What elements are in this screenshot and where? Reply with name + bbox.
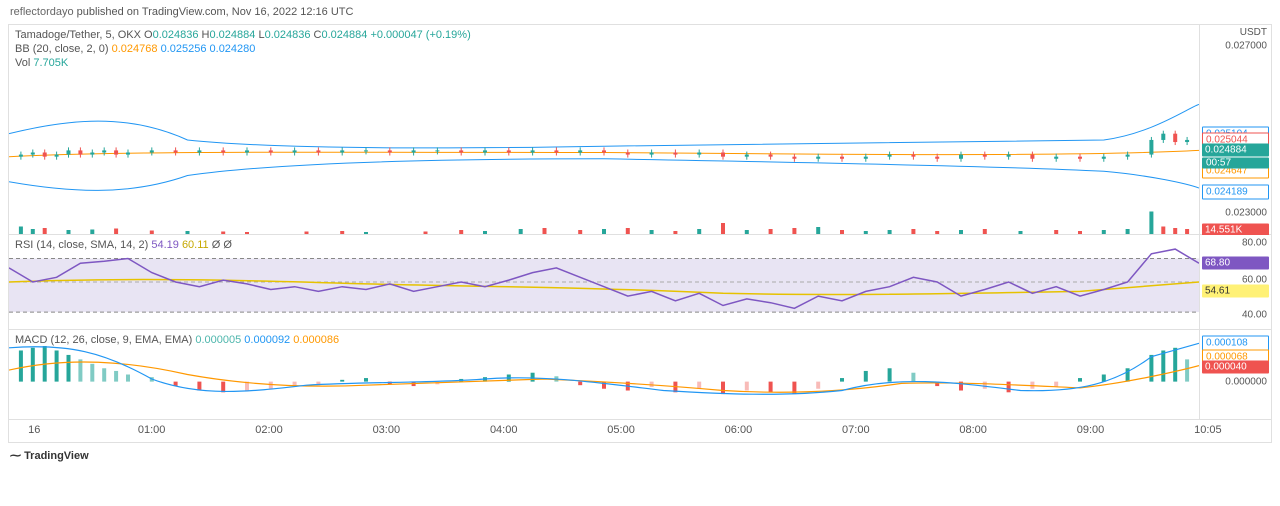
time-tick: 01:00 bbox=[138, 424, 166, 436]
vol-value: 7.705K bbox=[33, 57, 68, 69]
macd-v1: 0.000005 bbox=[195, 334, 241, 346]
macd-panel[interactable]: MACD (12, 26, close, 9, EMA, EMA) 0.0000… bbox=[9, 330, 1271, 420]
axis-label: 54.61 bbox=[1202, 285, 1269, 298]
footer-brand: TradingView bbox=[24, 450, 89, 462]
vol-label: Vol bbox=[15, 57, 30, 69]
axis-label: 0.023000 bbox=[1225, 208, 1267, 219]
publisher-user: reflectordayo bbox=[10, 6, 74, 18]
bb-label: BB (20, close, 2, 0) bbox=[15, 43, 109, 55]
footer: ⁓ TradingView bbox=[0, 443, 1280, 468]
axis-label: 0.000040 bbox=[1202, 361, 1269, 374]
rsi-legend: RSI (14, close, SMA, 14, 2) 54.19 60.11 … bbox=[15, 239, 232, 251]
tradingview-logo-icon: ⁓ bbox=[10, 450, 21, 462]
chart-header: reflectordayo published on TradingView.c… bbox=[0, 0, 1280, 24]
publish-info: published on TradingView.com, Nov 16, 20… bbox=[77, 6, 354, 18]
ohlc-o: O0.024836 bbox=[144, 29, 198, 41]
rsi-axis: 80.0068.8060.0054.6140.00 bbox=[1199, 235, 1271, 329]
axis-label: 40.00 bbox=[1242, 309, 1267, 320]
bb-upper: 0.025256 bbox=[161, 43, 207, 55]
rsi-value: 54.19 bbox=[151, 239, 179, 251]
price-panel[interactable]: Tamadoge/Tether, 5, OKX O0.024836 H0.024… bbox=[9, 25, 1271, 235]
axis-label: 0.027000 bbox=[1225, 40, 1267, 51]
rsi-extra: Ø Ø bbox=[212, 239, 232, 251]
time-tick: 08:00 bbox=[959, 424, 987, 436]
macd-label: MACD (12, 26, close, 9, EMA, EMA) bbox=[15, 334, 192, 346]
chart-container: Tamadoge/Tether, 5, OKX O0.024836 H0.024… bbox=[8, 24, 1272, 443]
rsi-sma-value: 60.11 bbox=[182, 239, 209, 251]
axis-currency: USDT bbox=[1240, 27, 1267, 38]
axis-label: 68.80 bbox=[1202, 257, 1269, 270]
countdown: 00:57 bbox=[1202, 157, 1269, 168]
axis-label: 80.00 bbox=[1242, 237, 1267, 248]
price-axis: USDT 0.0270000.0251040.0250440.0248840.0… bbox=[1199, 25, 1271, 234]
axis-label: 0.024189 bbox=[1202, 185, 1269, 200]
macd-v3: 0.000086 bbox=[293, 334, 339, 346]
symbol-label: Tamadoge/Tether, 5, OKX bbox=[15, 29, 141, 41]
time-tick: 16 bbox=[28, 424, 40, 436]
axis-label: 0.024884 bbox=[1202, 144, 1269, 157]
time-axis: 16 01:00 02:00 03:00 04:00 05:00 06:00 07:00 08:… bbox=[9, 420, 1271, 442]
ohlc-l: L0.024836 bbox=[258, 29, 310, 41]
time-tick: 09:00 bbox=[1077, 424, 1105, 436]
macd-v2: 0.000092 bbox=[244, 334, 290, 346]
ohlc-c: C0.024884 bbox=[314, 29, 368, 41]
time-tick: 04:00 bbox=[490, 424, 518, 436]
rsi-label: RSI (14, close, SMA, 14, 2) bbox=[15, 239, 148, 251]
price-legend: Tamadoge/Tether, 5, OKX O0.024836 H0.024… bbox=[15, 29, 471, 71]
time-tick: 03:00 bbox=[373, 424, 401, 436]
rsi-panel[interactable]: RSI (14, close, SMA, 14, 2) 54.19 60.11 … bbox=[9, 235, 1271, 330]
axis-label: 0.000000 bbox=[1225, 376, 1267, 387]
bb-mid: 0.024768 bbox=[112, 43, 158, 55]
time-tick: 10:05 bbox=[1194, 424, 1222, 436]
macd-axis: 0.0001080.0000680.0000400.000000 bbox=[1199, 330, 1271, 419]
time-tick: 07:00 bbox=[842, 424, 870, 436]
time-tick: 06:00 bbox=[725, 424, 753, 436]
time-tick: 02:00 bbox=[255, 424, 283, 436]
macd-legend: MACD (12, 26, close, 9, EMA, EMA) 0.0000… bbox=[15, 334, 339, 346]
bb-lower: 0.024280 bbox=[210, 43, 256, 55]
change: +0.000047 (+0.19%) bbox=[370, 29, 470, 41]
ohlc-h: H0.024884 bbox=[202, 29, 256, 41]
time-tick: 05:00 bbox=[607, 424, 635, 436]
